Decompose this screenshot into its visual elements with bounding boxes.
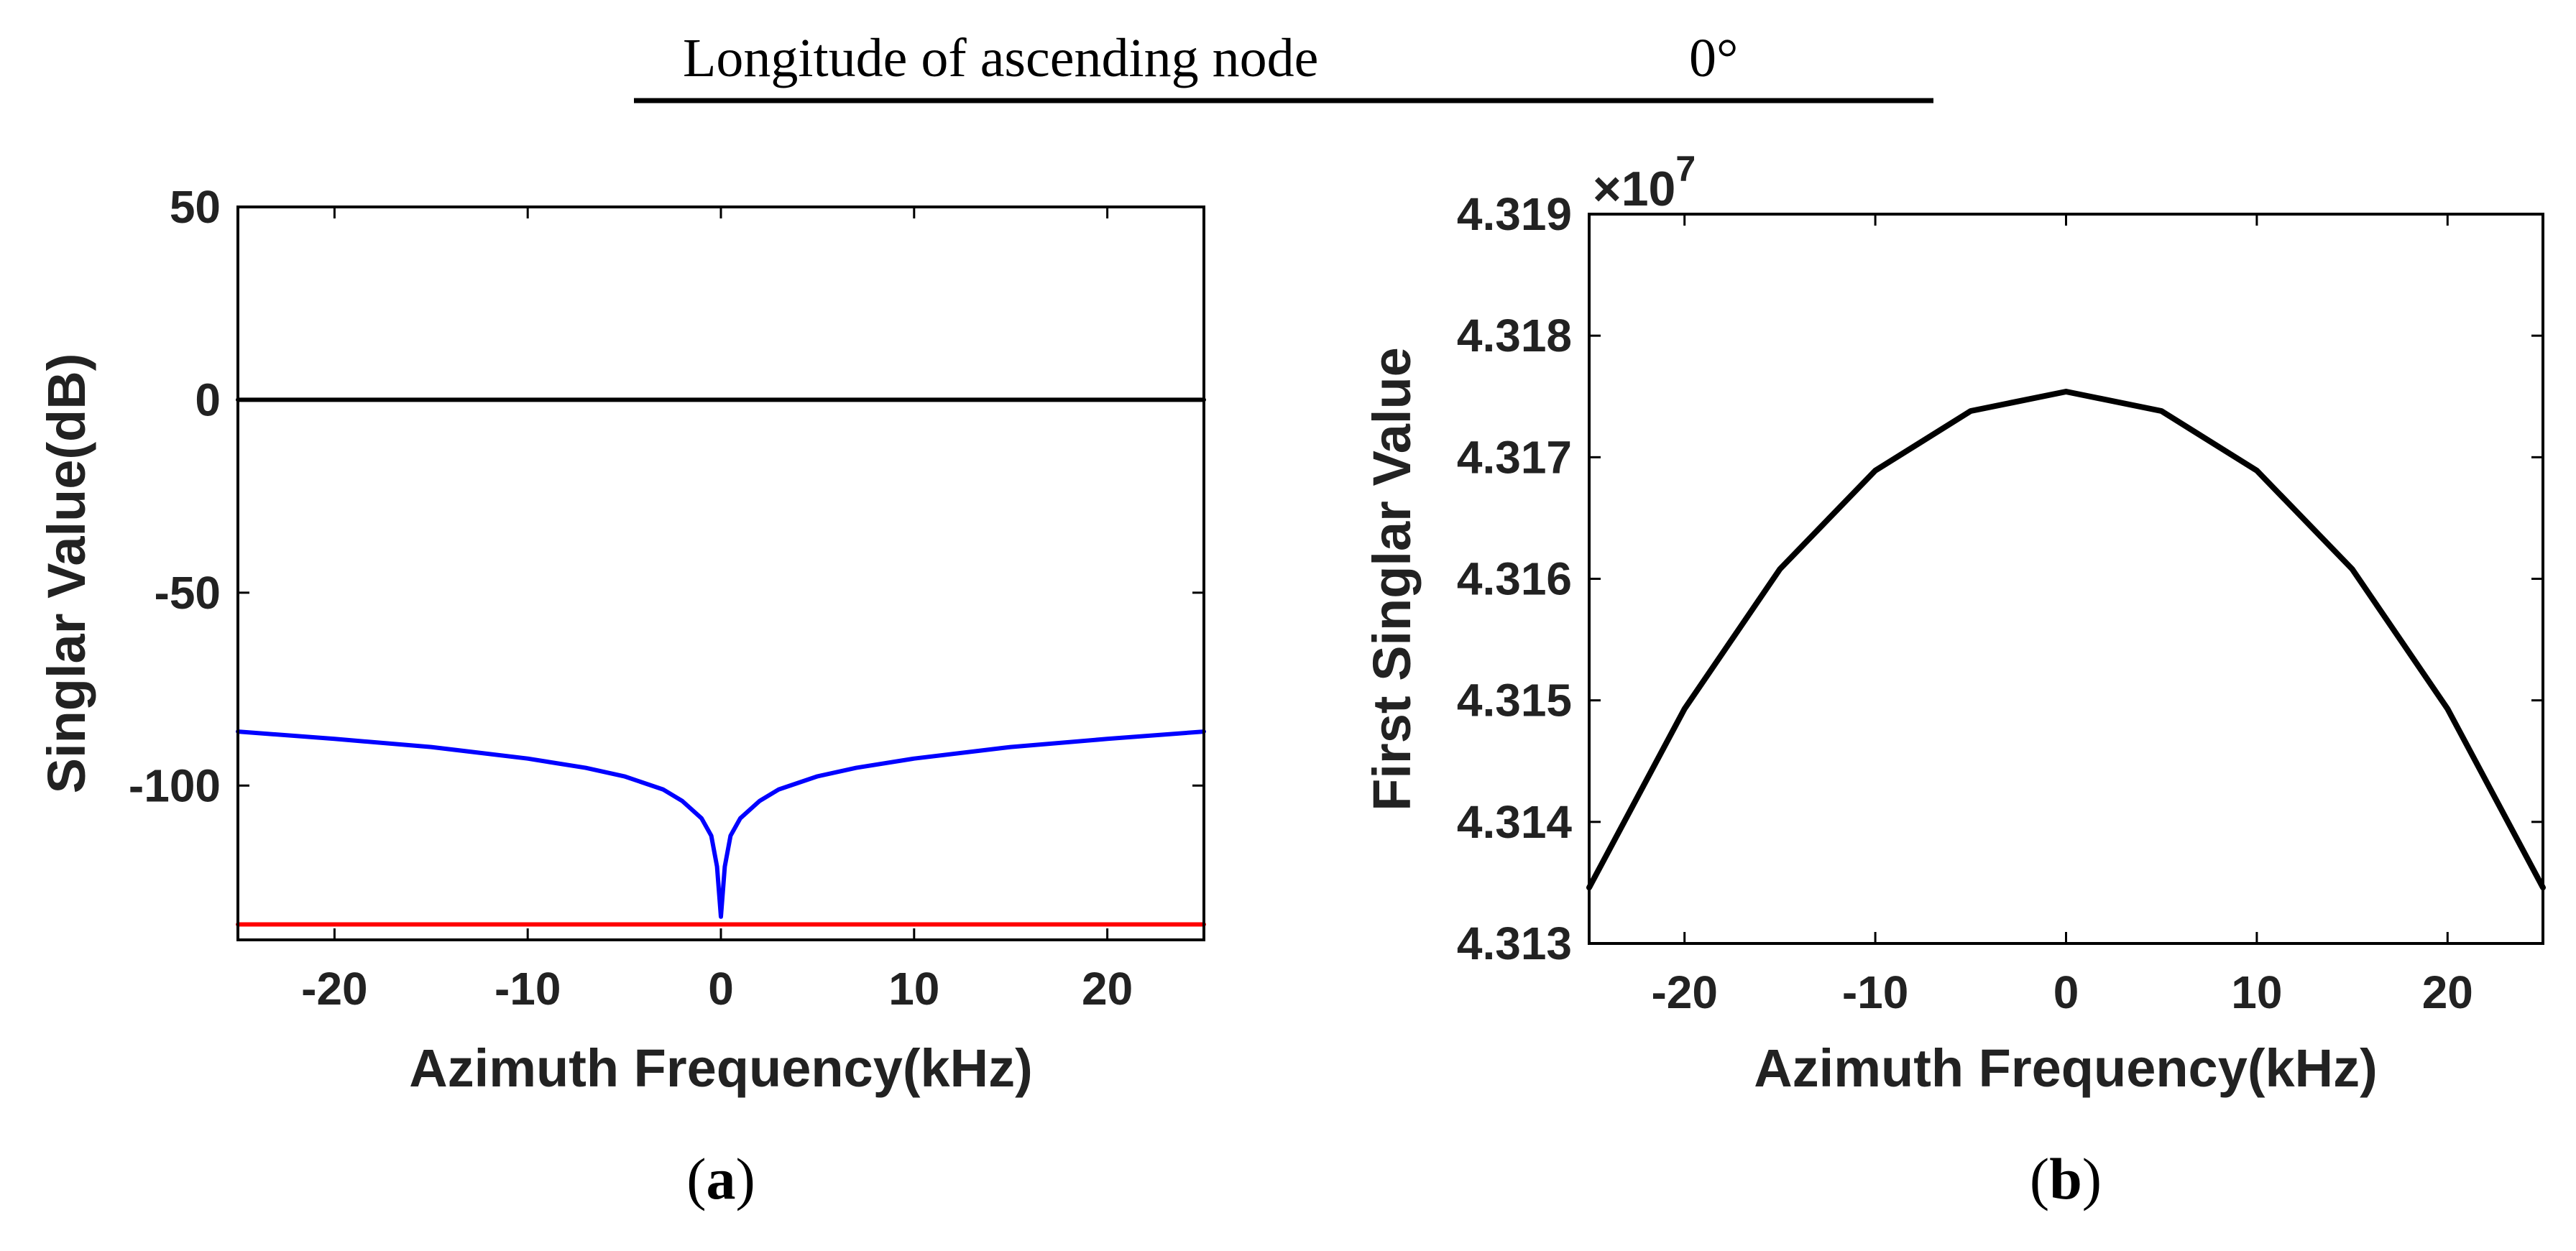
y-tick-label-0-0: 50 [170,181,221,233]
plot-frame-b [1588,213,2544,945]
plot-frame-a [236,206,1205,941]
table-row-label: Longitude of ascending node [683,28,1318,88]
y-tick-label-0-1: 0 [195,374,221,425]
x-tick-label-0-1: -10 [494,963,561,1015]
x-axis-label-b: Azimuth Frequency(kHz) [1754,1038,2378,1098]
exponent-base-b: ×10 [1593,162,1675,216]
y-axis-label-b: First Singlar Value [1362,347,1422,811]
plot-area-a [238,207,1204,940]
table-row-value: 0° [1689,28,1738,88]
y-tick-label-0-2: -50 [155,567,221,619]
panel-label-a: (a) [686,1146,755,1211]
series-line-0-1 [236,729,1206,919]
y-exponent-label-b: ×107 [1593,149,1696,216]
x-axis-label-a: Azimuth Frequency(kHz) [409,1038,1033,1098]
x-tick-label-1-3: 10 [2231,966,2282,1018]
x-ticks-a: -20 -10 0 10 20 [301,207,1133,1015]
x-tick-label-1-2: 0 [2053,966,2079,1018]
x-tick-label-0-3: 10 [888,963,939,1015]
y-ticks-b: 4.313 4.314 4.315 4.316 4.317 4.318 4.319 [1457,188,2543,969]
exponent-power-b: 7 [1675,149,1696,189]
x-tick-label-1-0: -20 [1651,966,1718,1018]
x-ticks-b: -20 -10 0 10 20 [1651,214,2473,1018]
series-group-b [1586,389,2546,891]
y-ticks-a: 50 0 -50 -100 [129,181,1204,811]
y-tick-label-1-5: 4.318 [1457,310,1572,361]
series-line-1-0 [1586,389,2546,891]
y-tick-label-1-1: 4.314 [1457,796,1573,848]
y-tick-label-0-3: -100 [129,760,221,811]
table-fragment: Longitude of ascending node 0° [634,28,1933,103]
x-tick-label-0-2: 0 [708,963,734,1015]
x-tick-label-0-4: 20 [1082,963,1133,1015]
x-tick-label-1-4: 20 [2422,966,2473,1018]
y-tick-label-1-2: 4.315 [1457,675,1572,726]
panel-letter-b: b [2049,1146,2082,1211]
y-tick-label-1-3: 4.316 [1457,553,1572,605]
x-tick-label-1-1: -10 [1842,966,1909,1018]
plot-area-b [1589,214,2543,943]
panel-letter-a: a [707,1146,736,1211]
series-group-a [236,397,1206,927]
y-tick-label-1-4: 4.317 [1457,431,1572,483]
y-tick-label-1-6: 4.319 [1457,188,1572,240]
y-tick-label-1-0: 4.313 [1457,918,1572,969]
panel-label-b: (b) [2030,1146,2102,1211]
x-tick-label-0-0: -20 [301,963,368,1015]
y-axis-label-a: Singlar Value(dB) [37,354,96,794]
chart-panel-b: -20 -10 0 10 20 4.3134.3144.3154.3164.3174.3… [1362,149,2546,1211]
chart-panel-a: -20 -10 0 10 20 500-50-100 Azimuth Frequency… [37,181,1206,1211]
